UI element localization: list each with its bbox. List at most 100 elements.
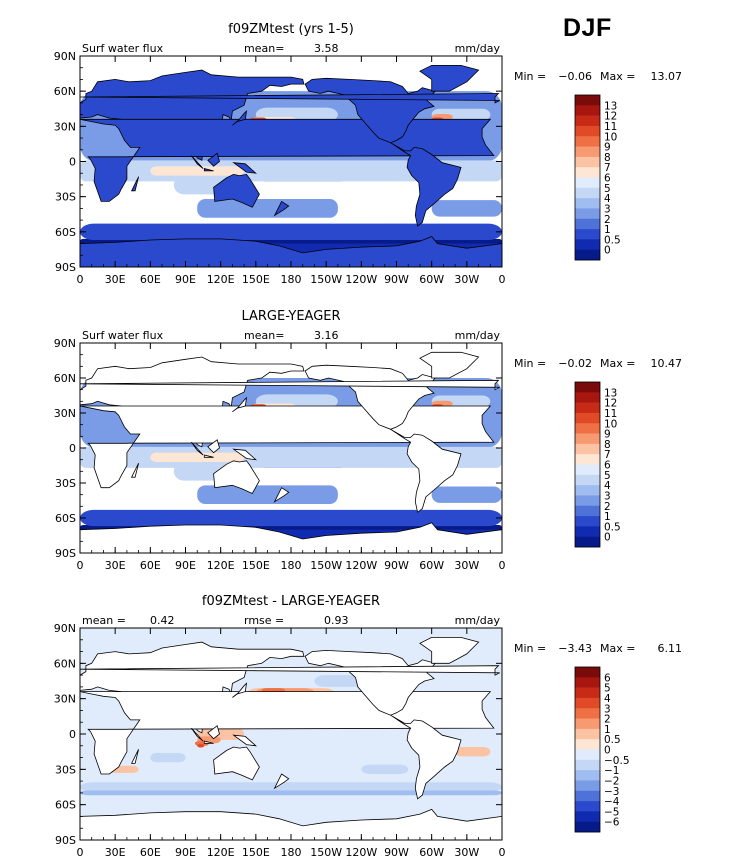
colorbar-swatch: [575, 821, 600, 833]
colorbar-swatch: [575, 125, 600, 137]
panel-stat1-value: 3.16: [314, 329, 339, 342]
lon-tick-label: 30W: [454, 559, 479, 572]
lon-tick-label: 90E: [175, 846, 196, 859]
lon-tick-label: 60E: [140, 559, 161, 572]
colorbar-swatch: [575, 770, 600, 781]
min-label: Min =: [514, 642, 546, 655]
colorbar-swatch: [575, 728, 600, 740]
min-value: −0.02: [558, 357, 592, 370]
lon-tick-label: 60E: [140, 846, 161, 859]
lon-tick-label: 120E: [207, 559, 235, 572]
colorbar-label: 2: [604, 714, 611, 726]
colorbar-swatch: [575, 667, 600, 678]
colorbar-label: 9: [604, 142, 611, 154]
lat-tick-label: 30S: [55, 477, 76, 490]
min-label: Min =: [514, 70, 546, 83]
contour-band: [197, 199, 338, 218]
lon-tick-label: 180: [281, 846, 302, 859]
colorbar-label: 8: [604, 152, 611, 164]
max-label: Max =: [600, 70, 635, 83]
colorbar-label: 2: [604, 501, 611, 513]
lat-tick-label: 60N: [54, 372, 76, 385]
lat-tick-label: 60N: [54, 85, 76, 98]
field-layer: [80, 628, 502, 840]
max-value: 13.07: [651, 70, 683, 83]
panel-left-label: mean =: [82, 614, 126, 627]
colorbar-swatch: [575, 208, 600, 220]
colorbar-swatch: [575, 677, 600, 688]
colorbar-swatch: [575, 423, 600, 434]
coastline: [80, 522, 502, 553]
coastline: [390, 142, 462, 227]
colorbar-swatch: [575, 739, 600, 750]
colorbar-label: −2: [604, 775, 619, 787]
colorbar-swatch: [575, 218, 600, 230]
colorbar-swatch: [575, 687, 600, 699]
coastline: [80, 93, 500, 104]
season-label: DJF: [563, 14, 612, 42]
lat-tick-label: 60S: [55, 512, 76, 525]
lon-tick-label: 30E: [105, 846, 126, 859]
max-label: Max =: [600, 642, 635, 655]
lon-tick-label: 60W: [419, 846, 444, 859]
coastline: [273, 487, 290, 503]
lon-tick-label: 60W: [419, 273, 444, 286]
colorbar-swatch: [575, 811, 600, 822]
lon-tick-label: 0: [77, 273, 84, 286]
contour-band: [80, 790, 502, 796]
colorbar-label: 12: [604, 111, 617, 123]
coastline: [232, 682, 248, 698]
colorbar-swatch: [575, 382, 600, 393]
colorbar-label: −3: [604, 786, 619, 798]
map-panel-2: LARGE-YEAGER Surf water flux mean= 3.16 mm/d…: [54, 309, 682, 572]
lat-tick-label: 90S: [55, 261, 76, 274]
lon-tick-label: 0: [499, 273, 506, 286]
coastline: [130, 463, 139, 478]
colorbar-swatch: [575, 495, 600, 507]
panel-stat2-value: 0.93: [324, 614, 349, 627]
colorbar-swatch: [575, 718, 600, 730]
field-layer: [80, 65, 502, 267]
colorbar-swatch: [575, 198, 600, 209]
lon-tick-label: 0: [499, 559, 506, 572]
min-value: −3.43: [558, 642, 592, 655]
lon-tick-label: 150W: [310, 559, 342, 572]
coastline: [213, 460, 260, 495]
colorbar-swatch: [575, 505, 600, 517]
lat-tick-label: 60N: [54, 657, 76, 670]
contour-band: [197, 744, 205, 748]
coastline: [232, 396, 248, 413]
colorbar-label: 11: [604, 408, 617, 420]
lat-tick-label: 90S: [55, 834, 76, 847]
panel-units: mm/day: [455, 42, 501, 55]
lat-tick-label: 30N: [54, 407, 76, 420]
lon-tick-label: 120E: [207, 846, 235, 859]
coastline: [203, 167, 214, 172]
coastline: [273, 200, 290, 217]
colorbar-label: −6: [604, 817, 620, 829]
coastline: [419, 637, 480, 664]
panel-stat2-label: rmse =: [244, 614, 284, 627]
land-layer: [80, 351, 502, 553]
colorbar-label: 10: [604, 131, 617, 143]
colorbar-swatch: [575, 105, 600, 116]
lon-tick-label: 150E: [242, 846, 270, 859]
coastline: [191, 727, 204, 742]
coastline: [203, 740, 214, 744]
colorbar-swatch: [575, 464, 600, 476]
colorbar-label: 5: [604, 183, 611, 195]
colorbar-label: 0: [604, 532, 611, 544]
colorbar-label: 4: [604, 480, 611, 492]
colorbar-swatch: [575, 801, 600, 812]
coastline: [232, 162, 258, 174]
lat-tick-label: 30N: [54, 120, 76, 133]
colorbar-swatch: [575, 708, 600, 719]
colorbar-swatch: [575, 177, 600, 189]
contour-band: [80, 782, 502, 792]
coastline: [273, 773, 290, 790]
colorbar-label: 1: [604, 511, 611, 523]
lon-tick-label: 0: [499, 846, 506, 859]
colorbar-swatch: [575, 146, 600, 158]
max-label: Max =: [600, 357, 635, 370]
lon-tick-label: 120W: [345, 273, 377, 286]
